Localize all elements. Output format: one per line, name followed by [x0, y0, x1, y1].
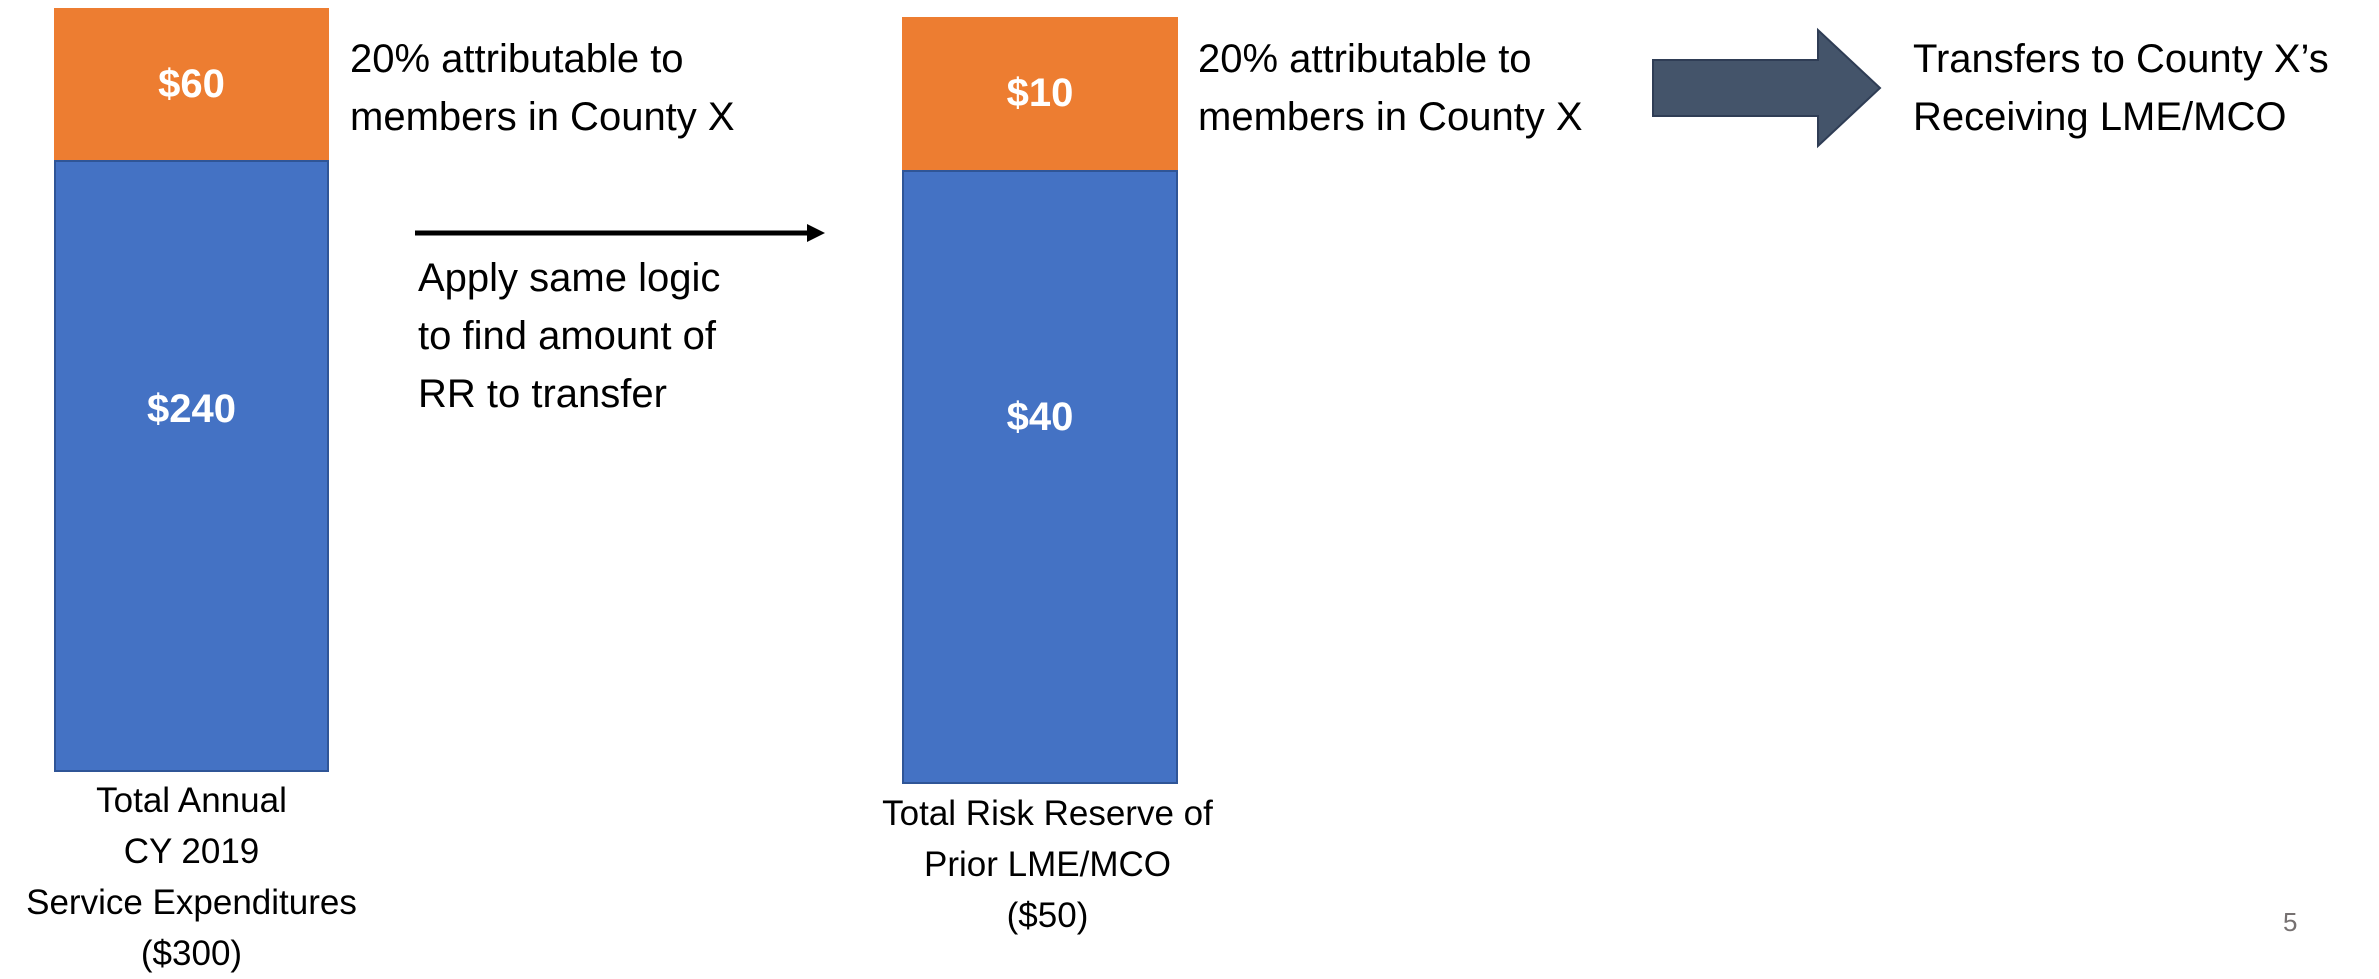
transfer-block-arrow-icon [1652, 27, 1882, 149]
right-bar-top-segment: $10 [902, 17, 1178, 170]
left-bar-bottom-segment: $240 [54, 160, 329, 772]
right-bar-top-value: $10 [1006, 71, 1074, 115]
left-bar-bottom-value: $240 [147, 387, 236, 431]
right-bar-bottom-segment: $40 [902, 170, 1178, 784]
left-bar-caption: Total Annual CY 2019 Service Expenditure… [26, 781, 357, 973]
connector-label: Apply same logic to find amount of RR to… [418, 256, 721, 416]
left-bar-annotation: 20% attributable to members in County X [350, 37, 735, 139]
page-number: 5 [2283, 907, 2298, 937]
transfer-label: Transfers to County X’s Receiving LME/MC… [1913, 37, 2329, 139]
left-bar-top-value: $60 [158, 61, 225, 106]
right-bar-annotation: 20% attributable to members in County X [1198, 37, 1583, 139]
right-bar-caption: Total Risk Reserve of Prior LME/MCO ($50… [882, 794, 1213, 935]
connector-arrow-icon [415, 224, 825, 242]
left-bar-top-segment: $60 [54, 8, 329, 160]
right-bar-bottom-value: $40 [1006, 395, 1074, 439]
